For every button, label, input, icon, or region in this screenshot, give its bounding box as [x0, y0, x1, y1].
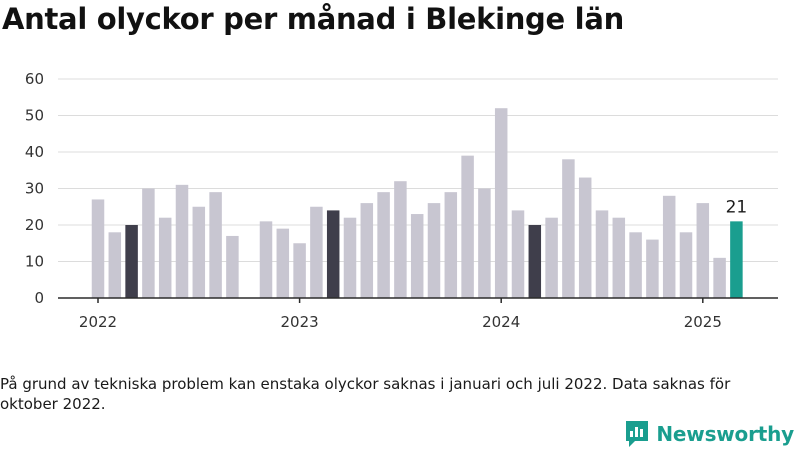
bar-2023-01 — [293, 243, 306, 298]
bar-2024-05 — [562, 159, 575, 298]
y-tick-label: 20 — [25, 216, 44, 234]
y-tick-label: 50 — [25, 107, 44, 125]
y-tick-label: 60 — [25, 70, 44, 88]
brand-name: Newsworthy — [656, 422, 794, 446]
data-label-latest: 21 — [726, 197, 748, 217]
bar-2024-08 — [612, 217, 626, 298]
bar-2023-02 — [310, 206, 323, 298]
page-title: Antal olyckor per månad i Blekinge län — [2, 2, 624, 36]
bar-2022-12 — [276, 228, 290, 298]
bar-2022-05 — [158, 217, 172, 298]
bar-2024-06 — [578, 177, 592, 298]
bar-2023-06 — [377, 192, 390, 298]
bar-2024-01 — [494, 108, 508, 298]
bar-2023-12 — [478, 188, 491, 298]
bar-2022-06 — [175, 184, 189, 298]
y-tick-label: 30 — [25, 180, 44, 198]
y-tick-label: 40 — [25, 143, 44, 161]
bar-2022-08 — [209, 192, 222, 298]
bar-2023-04 — [343, 217, 357, 298]
bar-2023-08 — [410, 214, 424, 298]
bar-2025-03 — [730, 221, 743, 298]
bar-2024-04 — [545, 217, 558, 298]
bar-2022-03 — [125, 225, 138, 298]
bar-2022-01 — [91, 199, 105, 298]
x-tick-label: 2025 — [684, 313, 722, 331]
bar-2022-07 — [192, 206, 206, 298]
bar-2023-09 — [427, 203, 441, 298]
bar-2024-07 — [595, 210, 609, 298]
newsworthy-logo-icon — [626, 421, 649, 447]
bar-2024-02 — [511, 210, 525, 298]
bar-2024-10 — [646, 239, 659, 298]
x-tick-label: 2023 — [281, 313, 319, 331]
bar-2022-11 — [259, 221, 273, 298]
brand: Newsworthy — [624, 419, 794, 449]
bar-2022-09 — [226, 235, 239, 298]
footnote: På grund av tekniska problem kan enstaka… — [0, 375, 731, 413]
bar-2025-01 — [696, 203, 710, 298]
bar-2024-09 — [629, 232, 642, 298]
bar-2023-11 — [461, 155, 474, 298]
bar-2023-10 — [444, 192, 458, 298]
bar-2023-05 — [360, 203, 374, 298]
bar-2022-04 — [142, 188, 155, 298]
y-tick-label: 10 — [25, 253, 44, 271]
bar-chart: 0 10 20 30 40 50 60 2022 2023 2024 2025 21 — [0, 62, 800, 342]
bar-2024-12 — [679, 232, 693, 298]
bar-2022-02 — [108, 232, 122, 298]
bar-2023-03 — [326, 210, 340, 298]
x-tick-label: 2024 — [482, 313, 520, 331]
bar-2025-02 — [713, 257, 726, 298]
bar-2024-03 — [528, 225, 542, 298]
bar-2024-11 — [662, 195, 676, 298]
y-tick-label: 0 — [34, 289, 44, 307]
x-tick-label: 2022 — [79, 313, 117, 331]
chart-svg: 0 10 20 30 40 50 60 2022 2023 2024 2025 21 — [25, 70, 778, 331]
bar-2023-07 — [394, 181, 407, 298]
